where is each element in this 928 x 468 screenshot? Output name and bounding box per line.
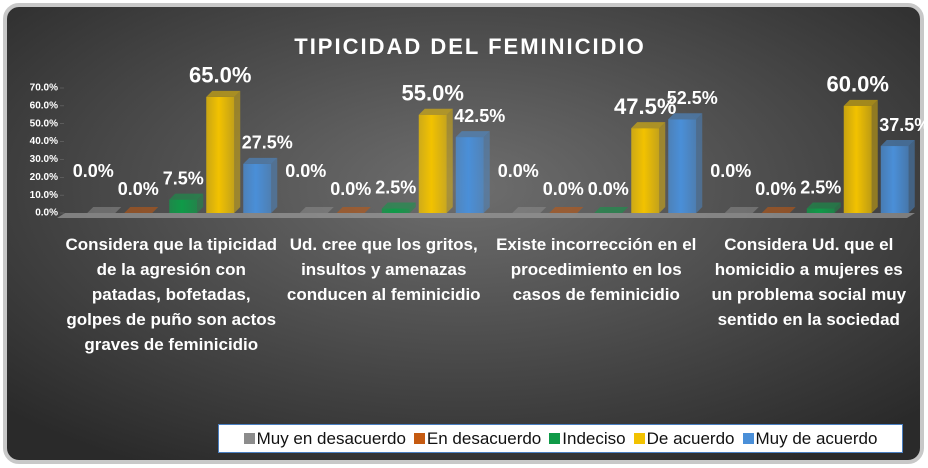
bar-top	[169, 193, 204, 200]
bar-side	[696, 113, 703, 213]
bar	[381, 208, 410, 213]
bar-top	[843, 99, 878, 106]
bar-top	[761, 207, 796, 213]
legend-swatch	[742, 433, 754, 444]
legend-item: En desacuerdo	[413, 428, 542, 449]
bar-side	[834, 202, 841, 213]
bar-top	[124, 207, 159, 213]
bar-top	[668, 113, 703, 120]
value-label: 0.0%	[73, 161, 114, 181]
value-label: 42.5%	[454, 106, 505, 126]
legend-label: Indeciso	[562, 428, 626, 448]
bar-top	[631, 122, 666, 129]
value-label: 0.0%	[710, 161, 751, 181]
value-label: 2.5%	[800, 177, 841, 197]
value-label: 60.0%	[827, 72, 889, 97]
bar	[418, 114, 447, 213]
bar-side	[446, 108, 453, 213]
legend-swatch	[413, 433, 425, 444]
legend-item: Muy en desacuerdo	[243, 428, 406, 449]
y-tick-label: 10.0%	[30, 190, 58, 201]
bar-side	[234, 90, 241, 213]
value-label: 47.5%	[614, 94, 676, 119]
value-label: 0.0%	[588, 179, 629, 199]
value-label: 0.0%	[755, 179, 796, 199]
bar-top	[455, 131, 490, 138]
bar-top	[512, 207, 547, 213]
y-tick-label: 20.0%	[30, 172, 58, 183]
legend-item: Indeciso	[549, 428, 626, 449]
x-tick-label: Ud. cree que los gritos, insultos y amen…	[286, 235, 481, 304]
bar-top	[336, 207, 371, 213]
value-label: 0.0%	[118, 179, 159, 199]
bar	[880, 146, 909, 213]
bar	[843, 105, 872, 213]
bar-side	[871, 99, 878, 213]
y-tick-label: 70.0%	[30, 83, 58, 94]
floor	[57, 213, 915, 218]
bar-top	[381, 202, 416, 209]
x-tick-label: Considera que la tipicidad de la agresió…	[65, 235, 278, 354]
bar-top	[549, 207, 584, 213]
bar-top	[87, 207, 122, 213]
bar	[455, 137, 484, 213]
legend-label: Muy en desacuerdo	[256, 428, 406, 448]
bar-top	[206, 90, 241, 97]
y-tick-label: 0.0%	[35, 208, 58, 219]
legend-item: Muy de acuerdo	[742, 428, 878, 449]
bar	[243, 163, 272, 213]
bar-side	[483, 131, 490, 213]
value-label: 7.5%	[163, 168, 204, 188]
bar	[668, 119, 697, 213]
bar-side	[271, 157, 278, 213]
bar-top	[880, 140, 915, 147]
value-label: 0.0%	[285, 161, 326, 181]
value-label: 37.5%	[879, 115, 928, 135]
y-tick-label: 50.0%	[30, 118, 58, 129]
legend: Muy en desacuerdo En desacuerdo Indeciso De…	[218, 424, 903, 453]
x-tick-label: Considera Ud. que el homicidio a mujeres…	[711, 235, 907, 329]
legend-label: De acuerdo	[646, 428, 735, 448]
legend-item: De acuerdo	[633, 428, 735, 449]
value-label: 0.0%	[543, 179, 584, 199]
y-tick-label: 40.0%	[30, 136, 58, 147]
x-tick-label: Existe incorrección en el procedimiento …	[496, 235, 697, 304]
bar-top	[418, 108, 453, 115]
y-tick-label: 60.0%	[30, 100, 58, 111]
value-label: 0.0%	[498, 161, 539, 181]
legend-label: Muy de acuerdo	[755, 428, 878, 448]
legend-swatch	[243, 433, 255, 444]
bar-side	[908, 140, 915, 213]
value-label: 65.0%	[189, 63, 251, 88]
bar-side	[659, 122, 666, 213]
value-label: 27.5%	[242, 133, 293, 153]
bar-side	[409, 202, 416, 213]
y-tick-label: 30.0%	[30, 154, 58, 165]
value-label: 2.5%	[375, 177, 416, 197]
value-label: 52.5%	[667, 88, 718, 108]
bar	[206, 96, 235, 213]
bar-top	[806, 202, 841, 209]
value-label: 55.0%	[402, 81, 464, 106]
bar	[631, 128, 660, 213]
bar-top	[243, 157, 278, 164]
legend-swatch	[549, 433, 561, 444]
bar	[169, 199, 198, 213]
legend-label: En desacuerdo	[426, 428, 542, 448]
bar	[806, 208, 835, 213]
legend-swatch	[633, 433, 645, 444]
bar-top	[299, 207, 334, 213]
bar-top	[724, 207, 759, 213]
value-label: 0.0%	[330, 179, 371, 199]
chart-title: TIPICIDAD DEL FEMINICIDIO	[294, 34, 646, 59]
bar-top	[594, 207, 629, 213]
bar-side	[197, 193, 204, 213]
